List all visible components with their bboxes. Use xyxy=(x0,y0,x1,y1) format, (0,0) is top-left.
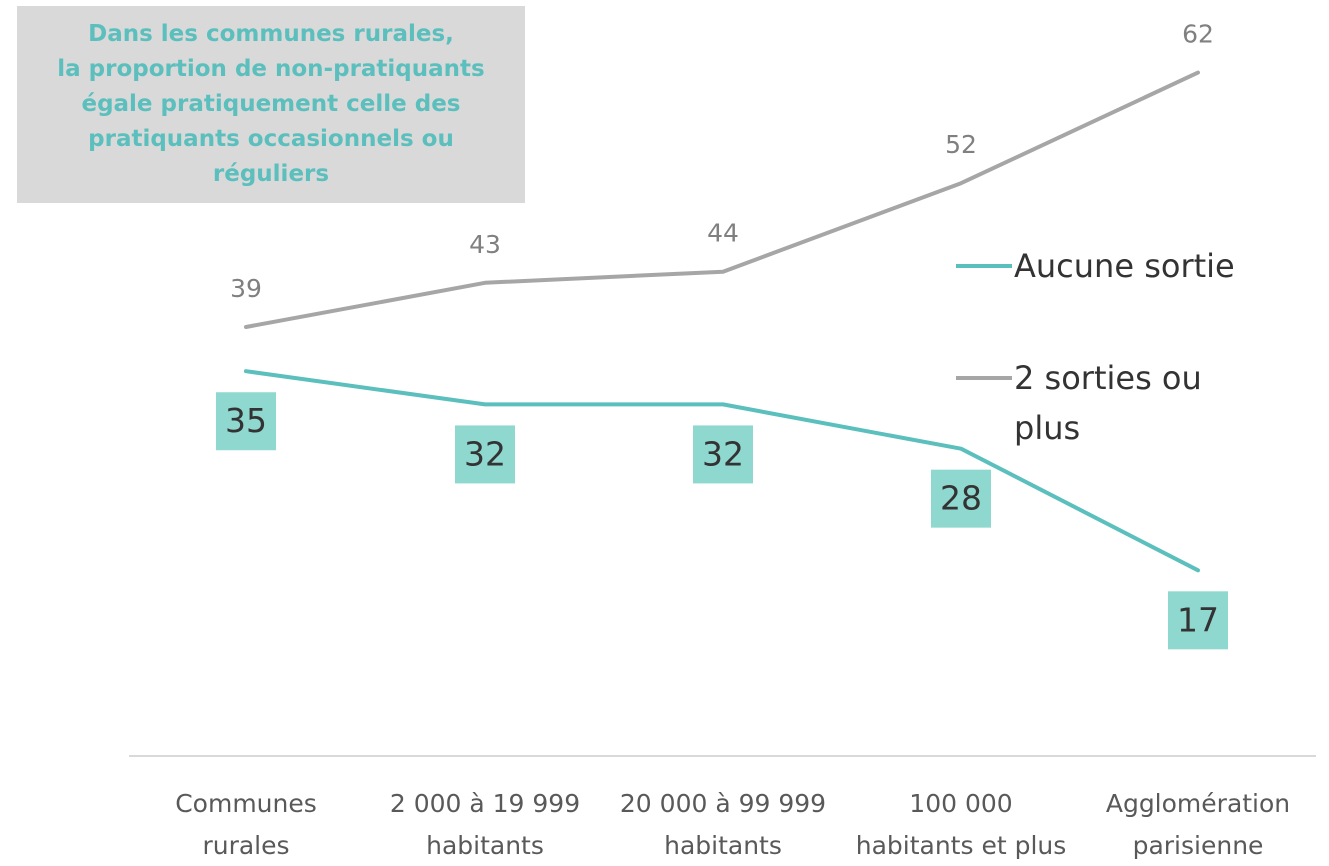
data-label: 62 xyxy=(1182,20,1214,49)
x-tick-label: rurales xyxy=(202,831,289,860)
data-label-box xyxy=(455,425,515,484)
data-label-box xyxy=(693,425,753,484)
series-line-aucune-sortie xyxy=(244,369,1200,573)
annotation-text: Dans les communes rurales, la proportion… xyxy=(57,21,485,187)
x-tick-label: habitants xyxy=(664,831,782,860)
data-label: 17 xyxy=(1177,600,1219,639)
data-label: 35 xyxy=(225,401,267,440)
legend-label: 2 sorties ou xyxy=(1014,359,1202,397)
x-tick-label: Agglomération xyxy=(1106,789,1290,818)
data-label: 28 xyxy=(940,479,982,518)
series-line-2-sorties-ou-plus xyxy=(244,70,1200,329)
data-label: 32 xyxy=(464,434,506,473)
x-tick-label: habitants et plus xyxy=(856,831,1067,860)
x-tick-label: habitants xyxy=(426,831,544,860)
data-label-box xyxy=(216,392,276,451)
x-tick-label: 20 000 à 99 999 xyxy=(620,789,826,818)
x-tick-label: Communes xyxy=(175,789,317,818)
data-label: 39 xyxy=(230,274,262,303)
data-label: 52 xyxy=(945,130,977,159)
legend-label: plus xyxy=(1014,409,1080,447)
data-label-box xyxy=(1168,591,1228,650)
x-tick-label: 100 000 xyxy=(909,789,1012,818)
data-label: 44 xyxy=(707,219,739,248)
data-label: 43 xyxy=(469,230,501,259)
x-tick-label: parisienne xyxy=(1133,831,1264,860)
data-label-box xyxy=(931,469,991,528)
data-label: 32 xyxy=(702,434,744,473)
annotation-box: Dans les communes rurales, la proportion… xyxy=(17,6,525,203)
x-tick-label: 2 000 à 19 999 xyxy=(390,789,580,818)
legend-label: Aucune sortie xyxy=(1014,247,1235,285)
